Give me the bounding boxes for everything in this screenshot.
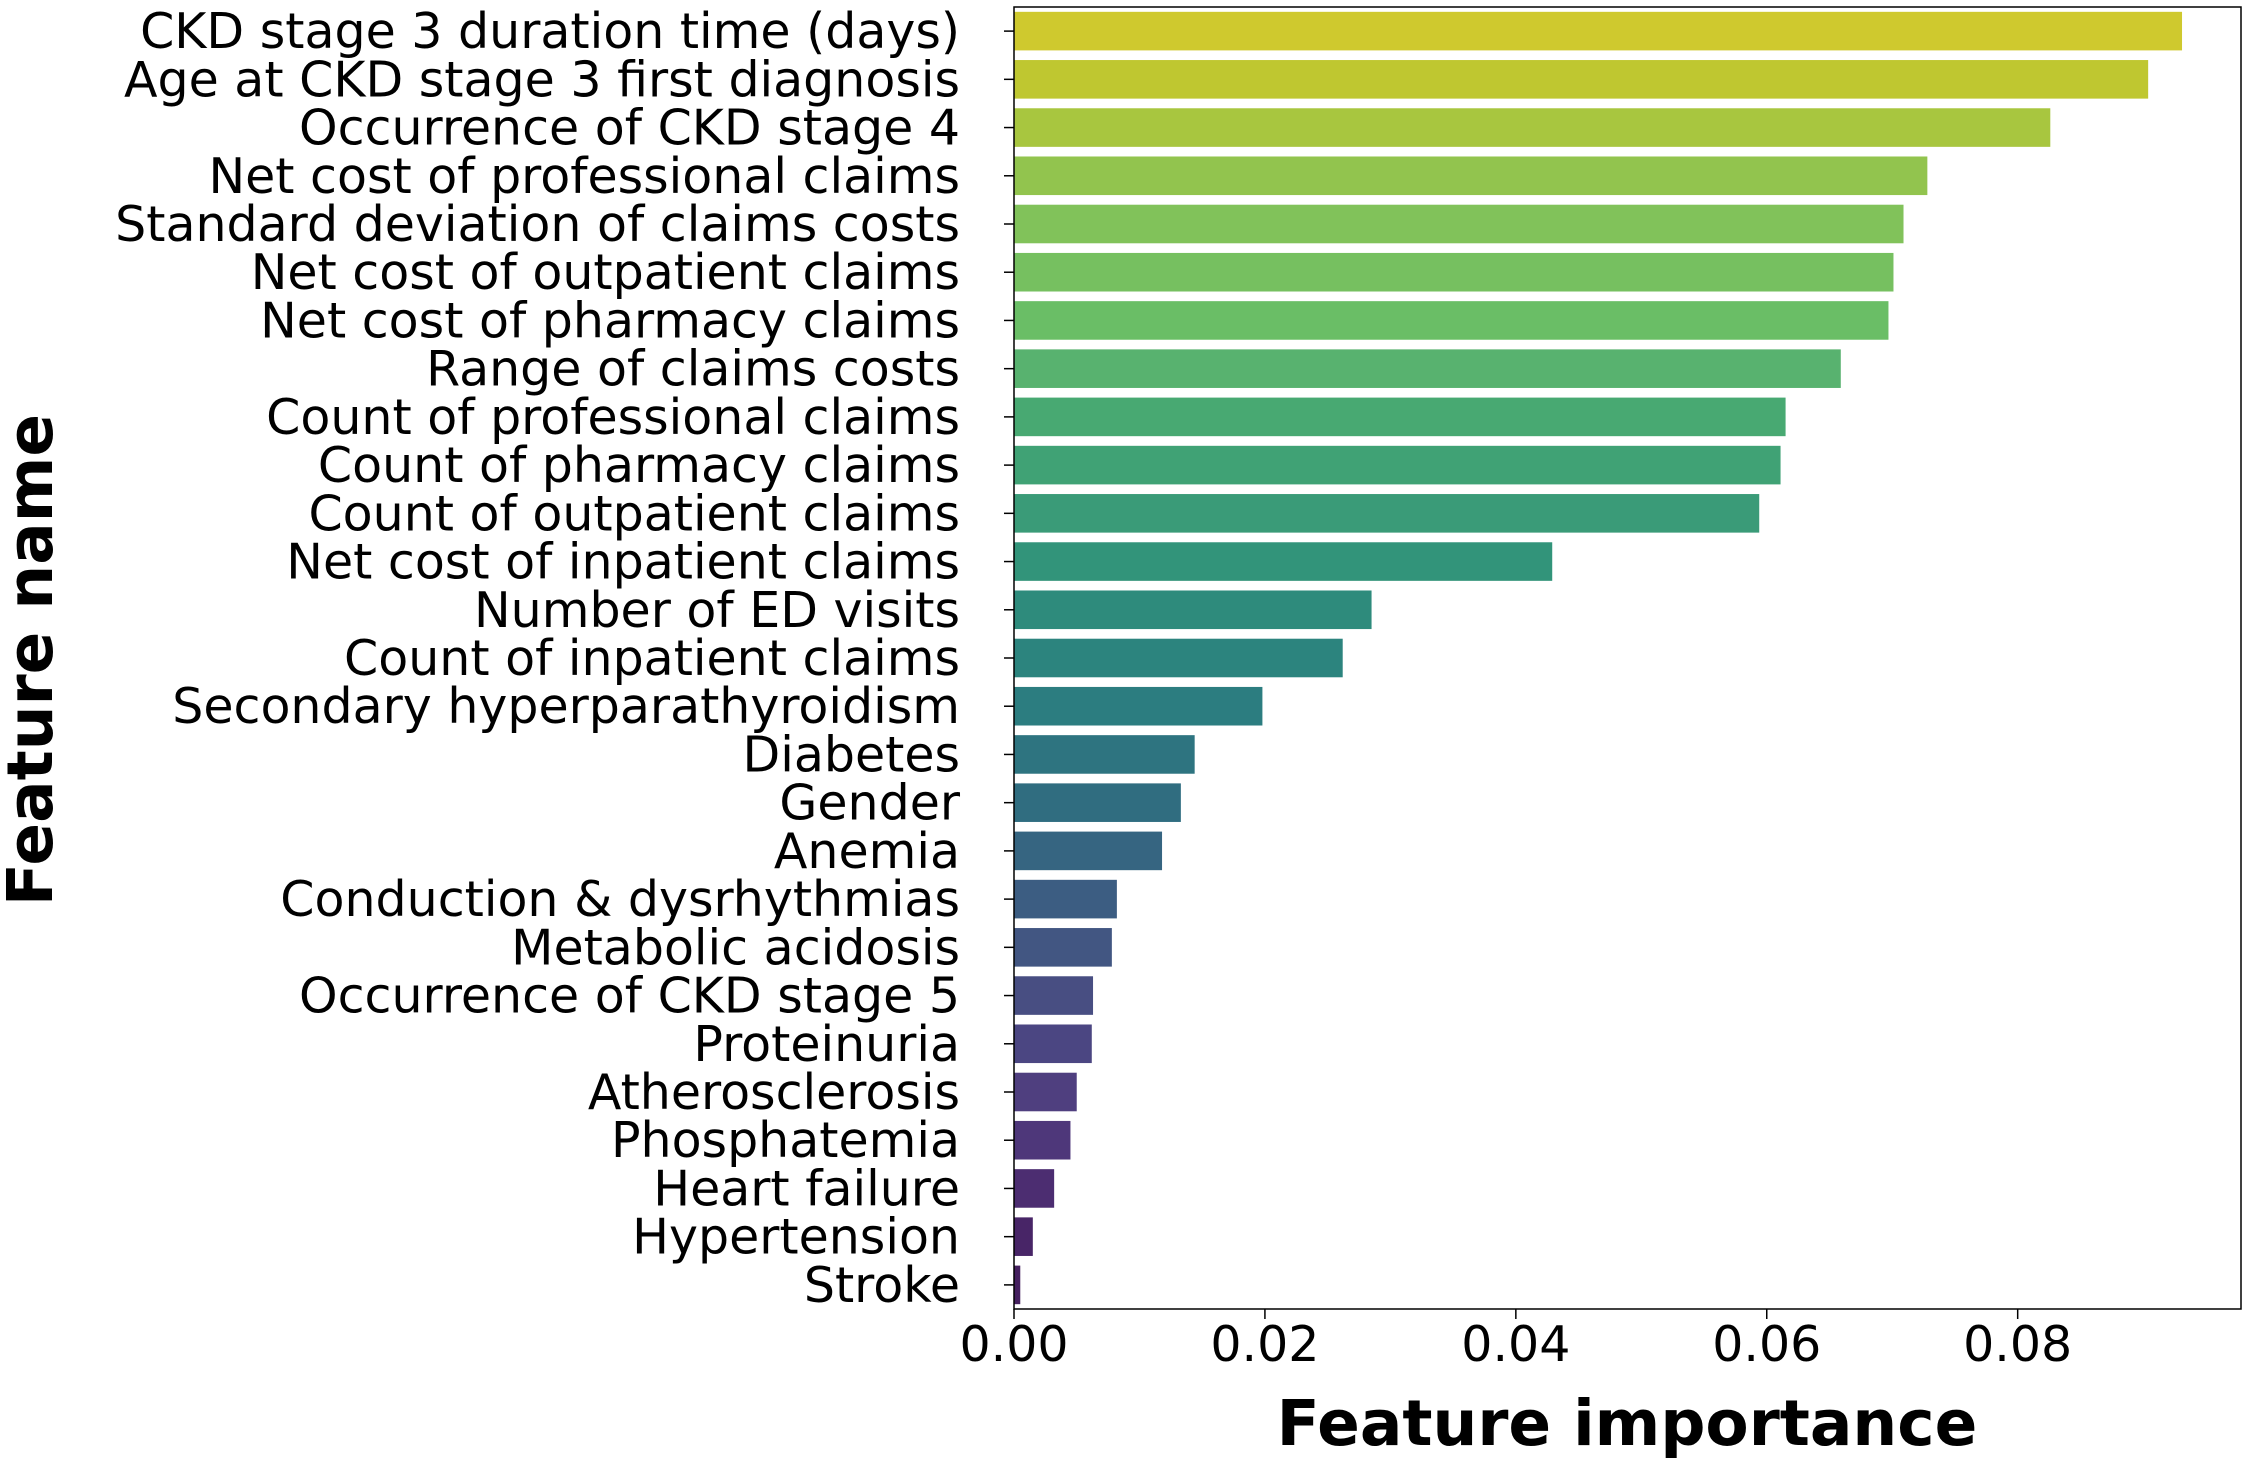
y-tick-label: Conduction & dysrhythmias [280,871,960,928]
bar [1014,1072,1077,1112]
bar [1014,638,1343,678]
y-tick-label: Number of ED visits [474,582,960,639]
y-tick-label: Net cost of professional claims [208,148,960,205]
bar [1014,1169,1055,1208]
y-tick-label: Age at CKD stage 3 first diagnosis [124,51,960,108]
x-tick-label: 0.08 [1963,1316,2072,1373]
bar [1014,252,1894,292]
bar [1014,831,1163,871]
bar [1014,349,1841,388]
y-tick-label: Heart failure [653,1160,960,1217]
bar [1014,301,1889,340]
y-tick-label: Net cost of pharmacy claims [260,292,960,349]
bar [1014,60,2149,99]
bar [1014,204,1904,244]
y-tick-label: Occurrence of CKD stage 5 [299,968,960,1025]
y-tick-label: Count of pharmacy claims [318,437,960,494]
x-tick-label: 0.06 [1712,1316,1821,1373]
bar [1014,108,2051,147]
x-tick-label: 0.02 [1210,1316,1319,1373]
bar [1014,445,1781,485]
bar [1014,1265,1021,1305]
y-tick-label: Count of professional claims [266,389,960,446]
y-tick-label: Occurrence of CKD stage 4 [299,100,960,157]
y-tick-label: CKD stage 3 duration time (days) [140,3,960,60]
bar [1014,11,2183,51]
bar [1014,590,1372,630]
bar [1014,928,1112,967]
x-axis-title: Feature importance [1277,1387,1978,1460]
bar [1014,1024,1092,1064]
y-tick-label: Count of inpatient claims [344,630,960,687]
bar [1014,686,1263,726]
x-tick-label: 0.00 [959,1316,1068,1373]
y-tick-label: Net cost of outpatient claims [251,244,960,301]
x-tick-label: 0.04 [1461,1316,1570,1373]
y-tick-label: Hypertension [632,1209,960,1266]
y-tick-label: Diabetes [742,726,960,783]
y-tick-label: Metabolic acidosis [511,919,960,976]
bar [1014,1120,1071,1160]
y-tick-label: Net cost of inpatient claims [286,534,960,591]
y-tick-label: Atherosclerosis [588,1064,960,1121]
y-tick-label: Gender [779,775,960,832]
y-tick-label: Anemia [774,823,960,880]
bar [1014,1217,1033,1256]
y-tick-label: Count of outpatient claims [308,485,960,542]
bar [1014,156,1928,196]
y-axis-title: Feature name [0,414,67,906]
bar [1014,783,1181,822]
bar [1014,542,1553,581]
bar [1014,735,1195,774]
y-tick-label: Proteinuria [693,1016,960,1073]
y-tick-label: Range of claims costs [426,341,960,398]
plot-frame [1013,6,2242,1310]
y-tick-label: Secondary hyperparathyroidism [172,678,960,735]
y-tick-label: Standard deviation of claims costs [115,196,960,253]
bar [1014,879,1117,919]
y-tick-label: Stroke [804,1257,960,1314]
bar [1014,494,1760,533]
bar [1014,397,1786,437]
y-tick-label: Phosphatemia [611,1112,960,1169]
bar [1014,976,1094,1015]
